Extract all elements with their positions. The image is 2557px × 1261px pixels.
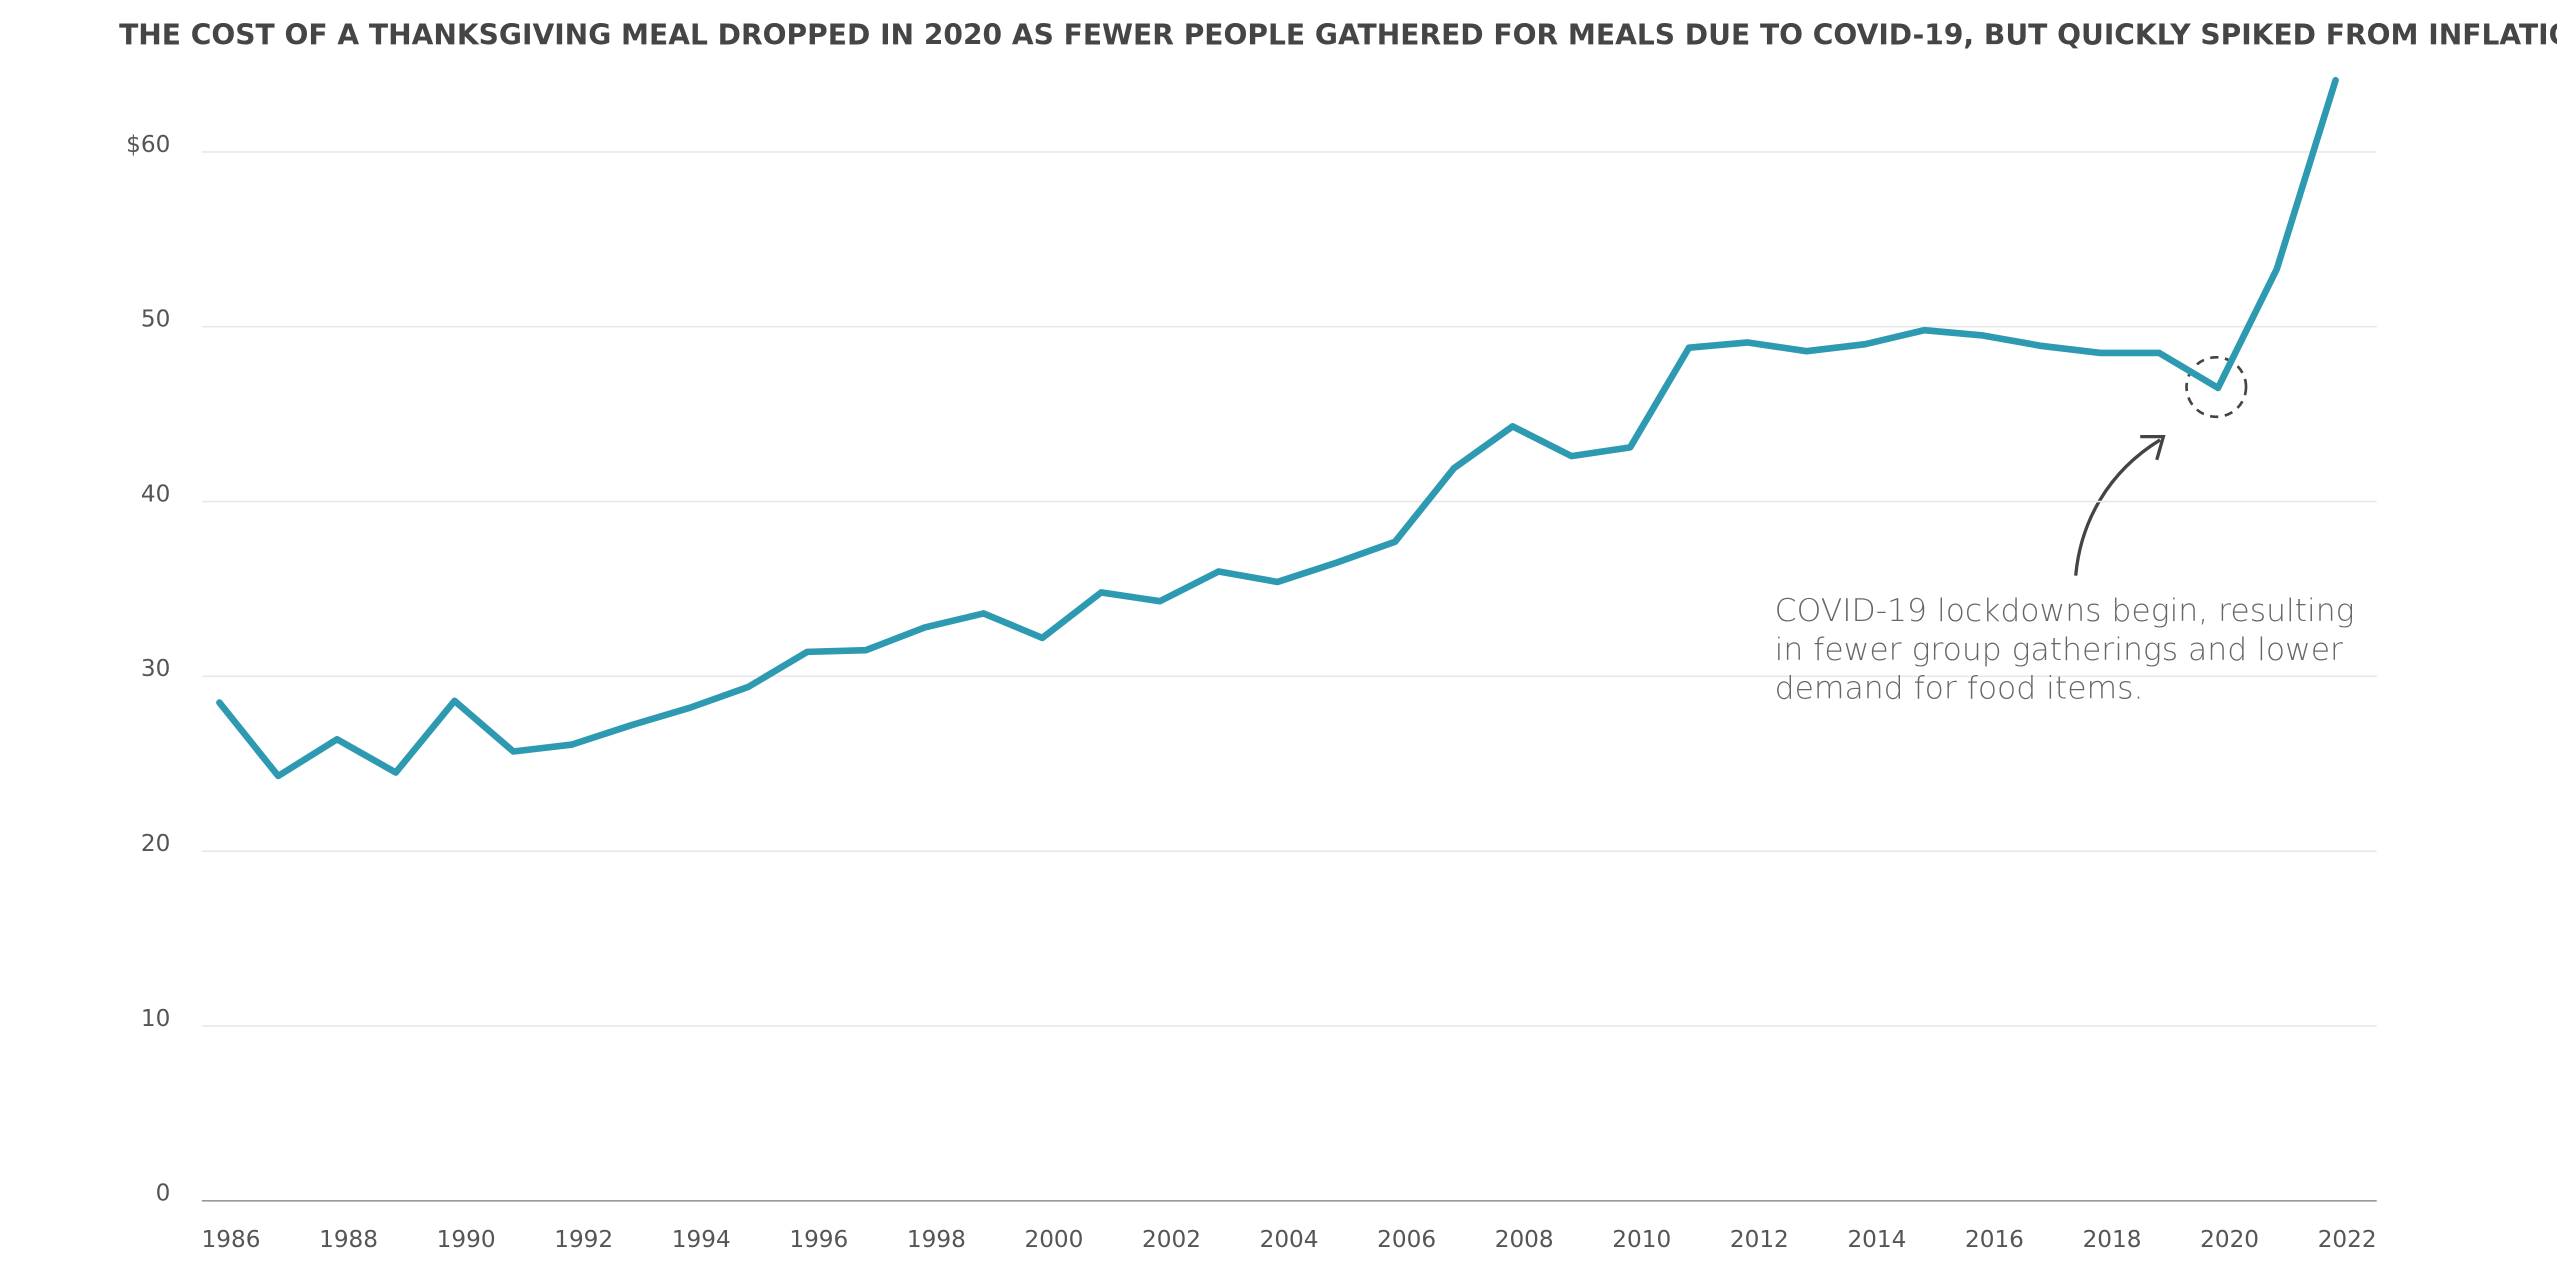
y-tick-label: 20 [141,831,170,857]
y-tick-label: 10 [141,1006,170,1032]
annotation: demand for food items. [1775,671,2144,707]
annotation: in fewer group gatherings and lower [1775,632,2343,668]
x-tick-label: 1992 [554,1227,613,1253]
x-tick-label: 2022 [2318,1227,2377,1253]
x-tick-label: 2020 [2200,1227,2259,1253]
x-tick-label: 2016 [1965,1227,2024,1253]
arrow-head [2140,435,2166,461]
x-tick-label: 2004 [1260,1227,1319,1253]
y-tick-label: 0 [156,1181,171,1207]
x-tick-label: 1994 [672,1227,731,1253]
x-tick-label: 2002 [1142,1227,1201,1253]
x-tick-label: 2000 [1024,1227,1083,1253]
highlight-circle [2185,355,2248,419]
y-tick-label: 40 [141,481,170,507]
y-tick-label: 50 [141,307,170,333]
x-tick-label: 1996 [789,1227,848,1253]
y-tick-label: 30 [141,656,170,682]
x-tick-label: 1998 [907,1227,966,1253]
x-tick-label: 1988 [319,1227,378,1253]
x-tick-label: 2006 [1377,1227,1436,1253]
y-tick-label: $60 [126,132,170,158]
x-tick-label: 2008 [1495,1227,1554,1253]
x-tick-label: 2014 [1847,1227,1906,1253]
x-tick-label: 2012 [1730,1227,1789,1253]
x-tick-label: 2010 [1612,1227,1671,1253]
annotation: COVID-19 lockdowns begin, resulting [1775,593,2355,629]
annotation-arrow [2074,438,2161,576]
data-line [216,76,2339,780]
x-tick-label: 2018 [2083,1227,2142,1253]
x-tick-label: 1990 [437,1227,496,1253]
x-tick-label: 1986 [202,1227,261,1253]
chart-title: THE COST OF A THANKSGIVING MEAL DROPPED … [119,18,2557,51]
